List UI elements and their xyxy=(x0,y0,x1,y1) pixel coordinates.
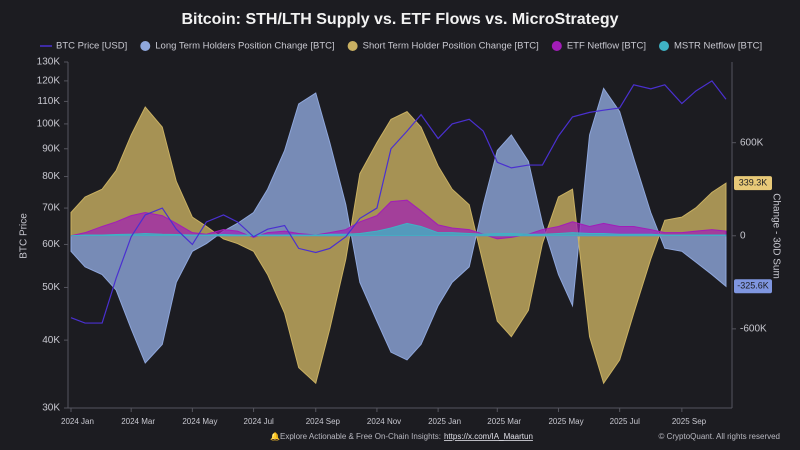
legend-item[interactable]: MSTR Netflow [BTC] xyxy=(659,41,762,52)
area xyxy=(70,222,727,237)
value-label-bg xyxy=(734,279,772,294)
value-label-bg xyxy=(734,176,772,191)
legend-label: MSTR Netflow [BTC] xyxy=(674,41,762,52)
y-tick-label: 40K xyxy=(42,335,60,346)
y2-axis-title: Change - 30D Sum xyxy=(770,193,781,279)
y2-tick-label: 600K xyxy=(740,137,764,148)
y-tick-label: 130K xyxy=(37,57,61,68)
x-tick-label: 2024 Mar xyxy=(121,417,155,426)
y-tick-label: 80K xyxy=(42,171,60,182)
legend-swatch xyxy=(140,41,151,51)
y2-tick-label: 0 xyxy=(740,230,746,241)
legend-label: Short Term Holder Position Change [BTC] xyxy=(363,41,539,52)
legend-swatch xyxy=(551,41,562,51)
y-tick-label: 100K xyxy=(37,119,61,130)
legend-item[interactable]: BTC Price [USD] xyxy=(40,41,127,52)
x-tick-label: 2025 Jul xyxy=(610,417,640,426)
y-tick-label: 50K xyxy=(42,282,60,293)
y-tick-label: 90K xyxy=(42,143,60,154)
legend-swatch xyxy=(659,41,669,51)
x-tick-label: 2024 Jul xyxy=(244,417,274,426)
y-tick-label: 120K xyxy=(37,76,61,87)
x-tick-label: 2025 Mar xyxy=(487,417,521,426)
y-tick-label: 30K xyxy=(42,403,60,414)
chart-title: Bitcoin: STH/LTH Supply vs. ETF Flows vs… xyxy=(181,11,618,28)
y-axis-title: BTC Price xyxy=(19,213,30,259)
x-tick-label: 2025 Sep xyxy=(672,417,707,426)
legend-item[interactable]: ETF Netflow [BTC] xyxy=(551,41,646,52)
legend-swatch xyxy=(347,41,358,51)
legend-label: BTC Price [USD] xyxy=(56,41,127,52)
x-tick-label: 2024 Jan xyxy=(61,417,94,426)
footer-bell: 🔔 xyxy=(270,432,280,441)
x-tick-label: 2024 Sep xyxy=(306,417,341,426)
footer-link[interactable]: https://x.com/IA_Maartun xyxy=(444,432,533,441)
legend-item[interactable]: Short Term Holder Position Change [BTC] xyxy=(347,41,539,52)
y-tick-label: 110K xyxy=(37,96,60,107)
x-tick-label: 2024 May xyxy=(182,417,217,426)
legend-item[interactable]: Long Term Holders Position Change [BTC] xyxy=(140,41,335,52)
copyright: © CryptoQuant. All rights reserved xyxy=(659,432,781,441)
footer-text: Explore Actionable & Free On-Chain Insig… xyxy=(280,432,441,441)
x-tick-label: 2024 Nov xyxy=(367,417,401,426)
legend-label: Long Term Holders Position Change [BTC] xyxy=(155,41,334,52)
legend-label: ETF Netflow [BTC] xyxy=(567,41,646,52)
y-tick-label: 70K xyxy=(42,203,60,214)
price-line xyxy=(70,80,727,324)
y2-tick-label: -600K xyxy=(740,324,767,335)
x-tick-label: 2025 May xyxy=(548,417,583,426)
y-tick-label: 60K xyxy=(42,239,60,250)
value-label: 339.3K xyxy=(739,178,768,188)
value-label: -325.6K xyxy=(737,281,769,291)
area xyxy=(70,106,727,385)
plot-area xyxy=(70,80,727,385)
x-tick-label: 2025 Jan xyxy=(428,417,461,426)
area xyxy=(70,199,727,240)
